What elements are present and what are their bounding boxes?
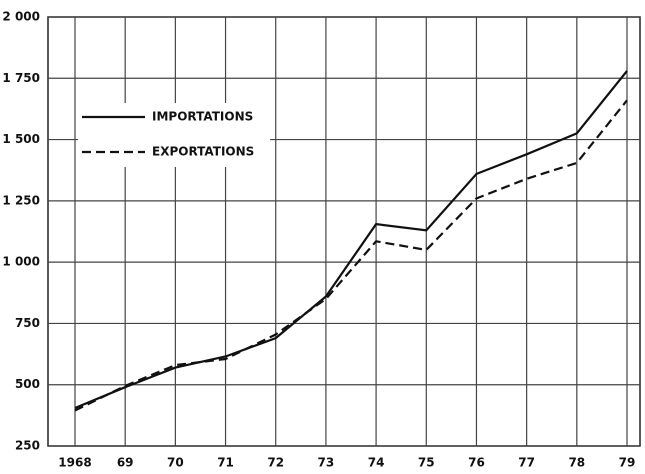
x-tick-label: 1968 — [58, 456, 91, 470]
x-tick-label: 71 — [217, 456, 234, 470]
legend-label: EXPORTATIONS — [152, 145, 254, 159]
x-tick-label: 72 — [267, 456, 284, 470]
y-tick-label: 1 250 — [2, 193, 40, 207]
y-tick-label: 250 — [15, 439, 40, 453]
x-tick-label: 78 — [568, 456, 585, 470]
y-tick-label: 750 — [15, 316, 40, 330]
legend-background — [78, 103, 270, 167]
y-tick-label: 1 750 — [2, 71, 40, 85]
x-tick-label: 76 — [468, 456, 485, 470]
x-tick-label: 74 — [368, 456, 385, 470]
y-tick-label: 500 — [15, 377, 40, 391]
x-tick-label: 77 — [518, 456, 535, 470]
y-tick-label: 1 500 — [2, 132, 40, 146]
series-line — [74, 99, 628, 412]
y-tick-label: 2 000 — [2, 10, 40, 24]
x-tick-label: 75 — [418, 456, 435, 470]
x-tick-label: 79 — [619, 456, 636, 470]
y-tick-label: 1 000 — [2, 255, 40, 269]
legend-label: IMPORTATIONS — [152, 110, 253, 124]
x-tick-label: 73 — [318, 456, 335, 470]
x-tick-label: 70 — [167, 456, 184, 470]
x-tick-label: 69 — [117, 456, 134, 470]
series-line — [74, 70, 628, 410]
